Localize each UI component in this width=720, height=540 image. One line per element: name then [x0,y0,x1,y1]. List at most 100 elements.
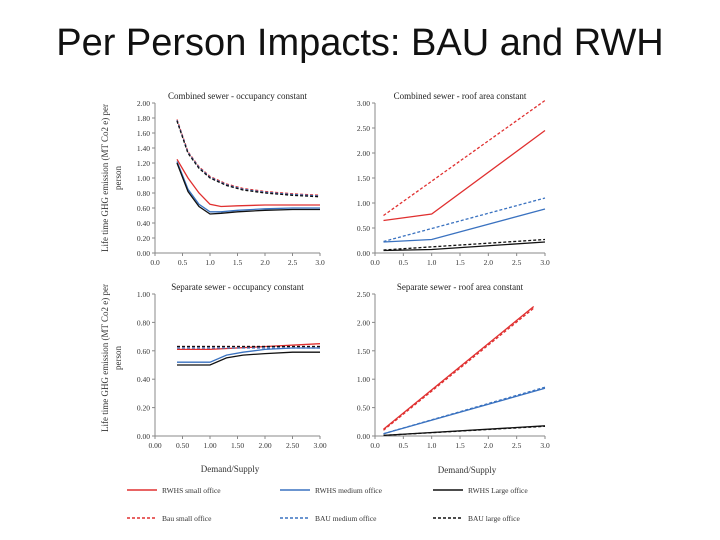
y-tick-label: 0.60 [137,347,150,356]
x-tick-label: 0.00 [148,441,161,450]
chart-panel-1: Combined sewer - occupancy constant0.000… [137,91,325,267]
x-tick-label: 3.0 [540,441,550,450]
y-tick-label: 0.50 [357,404,370,413]
x-axis-label-right: Demand/Supply [438,465,497,475]
legend-item: BAU medium office [280,514,377,523]
chart-title: Separate sewer - occupancy constant [171,282,304,292]
x-tick-label: 0.50 [176,441,189,450]
x-tick-label: 0.5 [399,441,409,450]
x-tick-label: 1.00 [203,441,216,450]
x-tick-label: 3.0 [540,258,550,267]
x-tick-label: 3.00 [313,441,326,450]
series-line-rwhs-large-office [177,351,320,366]
y-tick-label: 0.00 [357,432,370,441]
x-tick-label: 2.5 [512,258,522,267]
x-axis-label-left: Demand/Supply [201,464,260,474]
legend-item: RWHS medium office [280,486,383,495]
x-tick-label: 0.5 [178,258,188,267]
series-line-bau-small-office [176,119,321,196]
y-tick-label: 2.00 [357,318,370,327]
legend-item: Bau small office [127,514,212,523]
x-tick-label: 1.0 [427,441,437,450]
y-axis-label-top-1: Life time GHG emission (MT Co2 e) per [100,104,110,252]
y-tick-label: 1.20 [137,159,150,168]
series-line-bau-small-office [383,99,546,217]
legend-label: Bau small office [162,514,212,523]
x-tick-label: 1.0 [205,258,215,267]
x-tick-label: 1.50 [231,441,244,450]
chart-title: Combined sewer - occupancy constant [168,91,307,101]
y-tick-label: 0.00 [357,249,370,258]
y-tick-label: 1.00 [137,290,150,299]
figure: Combined sewer - occupancy constant 0.00 0… [95,88,565,533]
legend-item: RWHS small office [127,486,221,495]
figure-canvas: Combined sewer - occupancy constant0.000… [100,91,550,523]
y-tick-label: 2.00 [357,149,370,158]
x-tick-label: 3.0 [315,258,325,267]
legend-label: BAU large office [468,514,520,523]
x-tick-label: 0.0 [150,258,160,267]
series-line-rwhs-medium-office [176,161,320,213]
x-tick-label: 2.00 [258,441,271,450]
y-axis-label-bottom-1: Life time GHG emission (MT Co2 e) per [100,284,110,432]
y-tick-label: 1.00 [137,174,150,183]
y-tick-label: 1.40 [137,144,150,153]
y-tick-label: 0.60 [137,204,150,213]
x-tick-label: 0.0 [370,258,380,267]
y-tick-label: 0.00 [137,432,150,441]
legend-label: BAU medium office [315,514,377,523]
chart-panel-4: Separate sewer - roof area constant0.000… [357,282,550,450]
y-tick-label: 0.00 [137,249,150,258]
x-tick-label: 2.5 [288,258,298,267]
series-line-bau-large-office [383,425,546,437]
x-tick-label: 2.0 [260,258,270,267]
y-tick-label: 0.50 [357,224,370,233]
series-line-rwhs-large-office [383,241,546,252]
series-line-bau-medium-office [176,120,321,197]
series-line-bau-small-office [383,307,535,431]
legend-label: RWHS small office [162,486,221,495]
series-line-rwhs-large-office [176,162,320,215]
y-tick-label: 0.40 [137,219,150,228]
y-axis-label-bottom-2: person [113,346,123,370]
y-tick-label: 0.20 [137,404,150,413]
y-tick-label: 2.00 [137,99,150,108]
x-tick-label: 1.5 [455,258,465,267]
y-tick-label: 1.00 [357,199,370,208]
series-line-bau-medium-office [383,197,546,243]
legend-item: BAU large office [433,514,520,523]
x-tick-label: 0.5 [399,258,409,267]
x-tick-label: 2.0 [484,258,494,267]
y-axis-label-top-2: person [113,166,123,190]
legend-label: RWHS Large office [468,486,528,495]
x-tick-label: 2.50 [286,441,299,450]
x-tick-label: 2.5 [512,441,522,450]
x-tick-label: 0.0 [370,441,380,450]
x-tick-label: 2.0 [484,441,494,450]
y-tick-label: 2.50 [357,290,370,299]
chart-title: Combined sewer - roof area constant [394,91,527,101]
series-line-rwhs-small-office [176,158,320,208]
y-tick-label: 2.50 [357,124,370,133]
series-line-rwhs-small-office [383,129,546,222]
series-line-rwhs-medium-office [383,208,546,243]
y-tick-label: 1.50 [357,347,370,356]
chart-panel-3: Separate sewer - occupancy constant0.000… [137,282,327,450]
chart-title: Separate sewer - roof area constant [397,282,524,292]
y-tick-label: 1.00 [357,375,370,384]
y-tick-label: 0.40 [137,375,150,384]
series-line-rwhs-small-office [177,343,321,351]
legend-label: RWHS medium office [315,486,383,495]
legend-item: RWHS Large office [433,486,528,495]
y-tick-label: 3.00 [357,99,370,108]
series-line-rwhs-small-office [383,305,535,430]
y-tick-label: 0.20 [137,234,150,243]
y-tick-label: 1.80 [137,114,150,123]
legend: RWHS small office RWHS medium office RWHS … [127,486,528,523]
x-tick-label: 1.5 [233,258,243,267]
y-tick-label: 0.80 [137,318,150,327]
series-line-bau-medium-office [383,386,546,435]
chart-panel-2: Combined sewer - roof area constant0.000… [357,91,550,267]
series-line-bau-large-office [383,238,546,251]
y-tick-label: 1.60 [137,129,150,138]
